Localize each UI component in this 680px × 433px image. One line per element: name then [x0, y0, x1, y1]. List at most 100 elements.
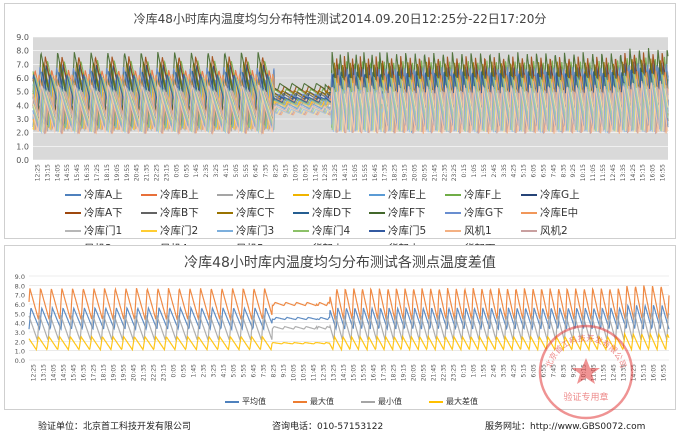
x-tick-label: 0:55 — [181, 364, 188, 378]
x-tick-label: 13:25 — [332, 164, 339, 181]
x-tick-label: 13:15 — [44, 164, 51, 181]
x-tick-label: 0:05 — [173, 164, 180, 178]
y-tick-label: 3.0 — [16, 115, 29, 124]
x-tick-label: 14:55 — [61, 364, 68, 381]
footer: 验证单位：北京首工科技开发有限公司 咨询电话：010-57153122 服务网址… — [0, 419, 680, 433]
x-tick-label: 18:25 — [392, 164, 399, 181]
legend-label: 冷库F下 — [388, 207, 426, 219]
x-tick-label: 19:55 — [124, 164, 131, 181]
legend-item: 冷库门3 — [217, 223, 293, 238]
x-tick-label: 14:25 — [630, 164, 637, 181]
x-tick-label: 12:25 — [34, 164, 41, 181]
legend-item: 冷库C上 — [217, 187, 293, 202]
x-tick-label: 7:35 — [261, 364, 268, 378]
x-tick-label: 13:35 — [620, 164, 627, 181]
x-tick-label: 8:35 — [560, 164, 567, 178]
x-tick-label: 8:25 — [273, 164, 280, 178]
x-tick-label: 15:05 — [351, 364, 358, 381]
x-tick-label: 14:05 — [51, 364, 58, 381]
legend-label: 风机2 — [540, 225, 568, 237]
legend-item: 风机2 — [521, 223, 597, 238]
y-tick-label: 0.0 — [15, 357, 25, 365]
x-tick-label: 11:05 — [590, 164, 597, 181]
x-tick-label: 5:15 — [521, 164, 528, 178]
legend-item: 冷库G上 — [521, 187, 597, 202]
legend-item: 冷库D下 — [293, 205, 369, 220]
x-tick-label: 1:05 — [471, 364, 478, 378]
x-tick-label: 8:35 — [561, 364, 568, 378]
x-tick-label: 16:05 — [651, 364, 658, 381]
legend-item: 冷库F上 — [445, 187, 521, 202]
x-tick-label: 9:25 — [571, 364, 578, 378]
legend-swatch — [521, 230, 537, 232]
legend-item: 冷库B上 — [141, 187, 217, 202]
x-tick-label: 1:45 — [193, 164, 200, 178]
x-tick-label: 0:15 — [461, 164, 468, 178]
x-tick-label: 16:35 — [84, 164, 91, 181]
x-tick-label: 9:15 — [283, 164, 290, 178]
x-tick-label: 7:35 — [263, 164, 270, 178]
legend-swatch — [429, 400, 443, 403]
x-tick-label: 11:45 — [312, 164, 319, 181]
stamp-subtext: 验证专用章 — [563, 391, 608, 403]
legend-label: 冷库A上 — [84, 189, 123, 201]
x-tick-label: 18:15 — [104, 164, 111, 181]
x-tick-label: 5:15 — [521, 364, 528, 378]
x-tick-label: 21:45 — [431, 364, 438, 381]
legend-swatch — [521, 194, 537, 196]
legend-swatch — [369, 194, 385, 196]
x-tick-label: 9:15 — [281, 364, 288, 378]
legend-label: 平均值 — [242, 397, 266, 406]
x-tick-label: 13:35 — [621, 364, 628, 381]
x-tick-label: 17:25 — [91, 364, 98, 381]
chart-2-legend: 平均值 最大值 最小值 最大差值 — [225, 396, 525, 409]
legend-item: 冷库门2 — [141, 223, 217, 238]
x-tick-label: 20:45 — [134, 164, 141, 181]
x-tick-label: 23:25 — [451, 164, 458, 181]
x-tick-label: 1:45 — [191, 364, 198, 378]
x-tick-label: 2:35 — [203, 164, 210, 178]
y-tick-label: 6.0 — [16, 74, 29, 83]
legend-swatch — [141, 194, 157, 196]
chart-2-title: 冷库48小时库内温度均匀分布测试各测点温度差值 — [184, 255, 496, 271]
x-tick-label: 19:05 — [111, 364, 118, 381]
legend-item: 最大差值 — [429, 396, 497, 407]
stamp-ring — [538, 324, 634, 420]
x-tick-label: 23:25 — [451, 364, 458, 381]
legend-item: 最小值 — [361, 396, 429, 407]
x-tick-label: 18:25 — [391, 364, 398, 381]
x-tick-label: 5:05 — [231, 364, 238, 378]
legend-label: 冷库C上 — [236, 189, 275, 201]
x-tick-label: 11:55 — [600, 164, 607, 181]
x-tick-label: 5:05 — [233, 164, 240, 178]
x-tick-label: 4:25 — [511, 164, 518, 178]
legend-item: 冷库C下 — [217, 205, 293, 220]
x-tick-label: 12:35 — [321, 364, 328, 381]
x-tick-label: 14:25 — [631, 364, 638, 381]
legend-swatch — [445, 194, 461, 196]
legend-label: 冷库G下 — [464, 207, 504, 219]
y-tick-label: 3.0 — [15, 329, 25, 337]
x-tick-label: 15:15 — [640, 164, 647, 181]
x-tick-label: 16:55 — [661, 364, 668, 381]
x-tick-label: 16:45 — [371, 364, 378, 381]
x-tick-label: 15:55 — [361, 364, 368, 381]
legend-item: 冷库F下 — [369, 205, 445, 220]
x-tick-label: 21:35 — [144, 164, 151, 181]
x-tick-label: 10:05 — [291, 364, 298, 381]
y-tick-label: 9.0 — [16, 33, 29, 42]
legend-item: 平均值 — [225, 396, 293, 407]
legend-item: 冷库G下 — [445, 205, 521, 220]
legend-label: 冷库E中 — [540, 207, 579, 219]
x-tick-label: 15:55 — [362, 164, 369, 181]
legend-swatch — [65, 194, 81, 196]
legend-swatch — [65, 212, 81, 214]
footer-site[interactable]: 服务网址：http://www.GBS0072.com — [485, 422, 646, 432]
series-line — [28, 303, 670, 332]
legend-label: 冷库G上 — [540, 189, 580, 201]
stamp-star-icon — [572, 358, 600, 384]
x-tick-label: 16:05 — [650, 164, 657, 181]
legend-item: 冷库门5 — [369, 223, 445, 238]
x-tick-label: 14:05 — [54, 164, 61, 181]
legend-label: 冷库E上 — [388, 189, 427, 201]
